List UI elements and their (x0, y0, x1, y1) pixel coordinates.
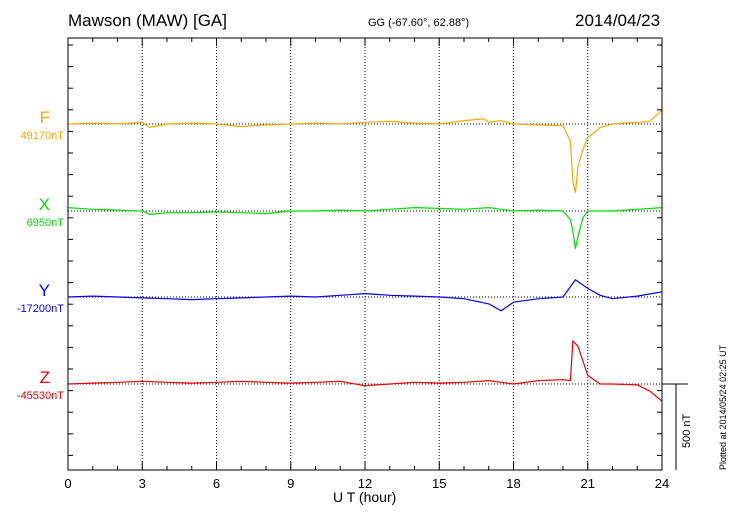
series-group (67, 109, 663, 402)
channel-baseline-f: 49170nT (20, 130, 64, 142)
x-tick-label: 15 (432, 476, 446, 491)
x-tick-label: 18 (506, 476, 520, 491)
channel-name-y: Y (38, 281, 50, 300)
scale-bar-label: 500 nT (681, 413, 693, 448)
x-tick-label: 21 (581, 476, 595, 491)
channel-name-z: Z (39, 368, 50, 387)
station-coords: GG (-67.60°, 62.88°) (368, 17, 470, 29)
x-tick-label: 9 (287, 476, 294, 491)
x-tick-label: 12 (358, 476, 372, 491)
series-line-x (67, 206, 663, 249)
plotted-timestamp: Plotted at 2014/05/24 02:25 UT (718, 344, 728, 470)
x-tick-label: 6 (213, 476, 220, 491)
grid (68, 38, 662, 470)
channel-name-x: X (38, 195, 50, 214)
channel-baseline-y: -17200nT (16, 303, 64, 315)
channel-name-f: F (39, 108, 50, 127)
series-line-f (67, 109, 663, 193)
plot-frame (67, 37, 663, 471)
plot-date: 2014/04/23 (575, 11, 661, 30)
station-title: Mawson (MAW) [GA] (68, 11, 227, 30)
series-line-y (67, 278, 663, 312)
x-tick-group: 0 3 6 9 12 15 18 21 24 (64, 38, 688, 491)
x-tick-label: 3 (139, 476, 146, 491)
x-axis-label: U T (hour) (333, 489, 397, 505)
x-tick-label: 24 (655, 476, 669, 491)
series-line-z (67, 339, 663, 402)
channel-baseline-x: 6950nT (26, 217, 64, 229)
x-tick-label: 0 (64, 476, 71, 491)
channel-baseline-z: -45530nT (16, 390, 64, 402)
